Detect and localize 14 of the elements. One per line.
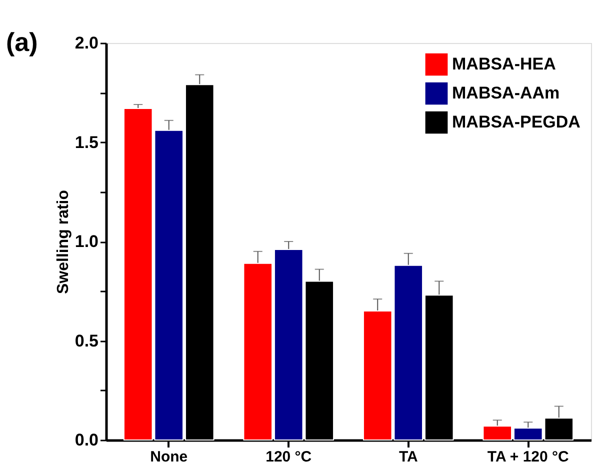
y-tick-label: 0.0: [74, 430, 98, 450]
y-tick-label: 2.0: [74, 34, 98, 52]
x-tick-label: 120 °C: [266, 448, 312, 466]
legend-label: MABSA-HEA: [452, 54, 556, 74]
legend-label: MABSA-PEGDA: [452, 112, 580, 132]
x-tick-label: TA + 120 °C: [487, 448, 570, 466]
x-tick-label: TA: [398, 448, 418, 466]
legend-label: MABSA-AAm: [452, 84, 560, 102]
y-axis-title: Swelling ratio: [54, 190, 72, 294]
y-tick-label: 1.5: [74, 132, 98, 152]
y-tick-label: 1.0: [74, 232, 98, 251]
text: (a): [6, 27, 38, 57]
y-tick-label: 0.5: [74, 331, 98, 350]
x-tick-label: None: [150, 448, 188, 466]
